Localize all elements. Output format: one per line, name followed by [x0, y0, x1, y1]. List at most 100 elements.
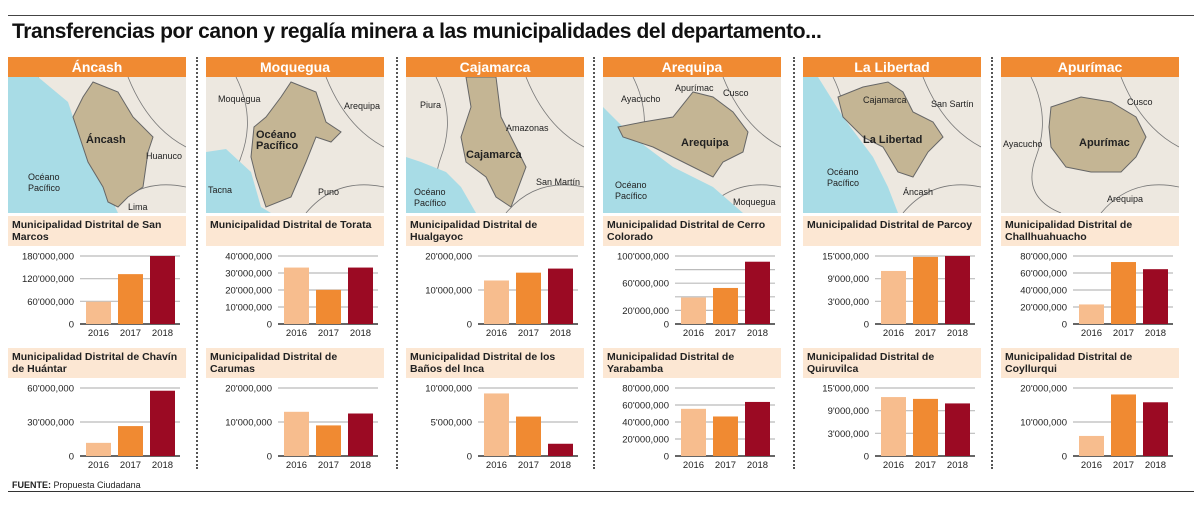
bar-chart: 80'000,000 60'000,000 40'000,000 20'000,000…: [603, 378, 781, 476]
bar-chart: 20'000,000 10'000,000 0 2016 2017 2018: [406, 246, 584, 344]
bar-2016: [681, 408, 706, 456]
y-tick-label: 20'000,000: [425, 252, 472, 263]
bar-chart: 20'000,000 10'000,000 0 2016 2017 2018: [1001, 378, 1179, 476]
chart-subtitle: Municipalidad Distrital de Parcoy: [803, 216, 981, 246]
chart-subtitle: Municipalidad Distrital de Coyllurqui: [1001, 348, 1179, 378]
bar-chart: 80'000,000 60'000,000 40'000,000 20'000,000…: [1001, 246, 1179, 344]
chart-svg: 15'000,000 9'000,000 3'000,000 0 2016 2017 201…: [822, 384, 975, 471]
bar-2018: [945, 256, 970, 324]
bar-2016: [881, 397, 906, 456]
column-separator: [396, 57, 398, 469]
map-label: Moquegua: [218, 94, 261, 104]
department-shape: [837, 81, 944, 178]
y-tick-label: 30'000,000: [27, 418, 74, 429]
chart-svg: 15'000,000 9'000,000 3'000,000 0 2016 2017 201…: [822, 252, 975, 339]
map-border: [722, 77, 781, 148]
y-tick-label: 9'000,000: [828, 274, 869, 285]
bar-2018: [348, 267, 373, 324]
department-map: Apurímac Cusco Ayacucho Arequipa: [1001, 77, 1179, 213]
map-label: Huanuco: [146, 151, 183, 161]
y-tick-label: 0: [1062, 452, 1067, 463]
x-tick-label: 2018: [550, 328, 571, 339]
y-tick-label: 9'000,000: [828, 406, 869, 417]
x-tick-label: 2016: [683, 328, 704, 339]
top-rule: [8, 15, 1194, 16]
bar-2018: [745, 261, 770, 324]
y-tick-label: 20'000,000: [225, 286, 272, 297]
chart-svg: 20'000,000 10'000,000 0 2016 2017 2018: [425, 252, 578, 339]
map-label: Arequipa: [681, 137, 729, 149]
map-label: Océano Pacífico: [615, 180, 648, 201]
chart-svg: 40'000,000 30'000,000 20'000,000 10'000,000…: [225, 252, 378, 339]
bar-2018: [548, 268, 573, 324]
map-graphic: [603, 77, 781, 213]
map-label: Tacna: [208, 185, 233, 195]
bar-2018: [1143, 402, 1168, 456]
bar-2017: [516, 416, 541, 456]
department-map: Moquegua Arequipa Puno Tacna Océano Pacífico: [206, 77, 384, 213]
x-tick-label: 2016: [883, 328, 904, 339]
bar-2017: [913, 398, 938, 456]
y-tick-label: 0: [864, 320, 869, 331]
bar-chart: 10'000,000 5'000,000 0 2016 2017 2018: [406, 378, 584, 476]
bar-2016: [1079, 304, 1104, 324]
bar-2016: [484, 280, 509, 324]
bar-2017: [516, 272, 541, 324]
source-text: Propuesta Ciudadana: [53, 480, 141, 490]
x-tick-label: 2016: [883, 460, 904, 471]
y-tick-label: 20'000,000: [1020, 384, 1067, 395]
y-tick-label: 0: [467, 452, 472, 463]
x-tick-label: 2017: [1113, 460, 1134, 471]
panel-4: La Libertad La Libertad Cajamarca San Sartí…: [803, 57, 981, 477]
x-tick-label: 2016: [486, 460, 507, 471]
x-tick-label: 2016: [286, 460, 307, 471]
x-tick-label: 2017: [915, 328, 936, 339]
chart-subtitle: Municipalidad Distrital de Challhuahuach…: [1001, 216, 1179, 246]
bar-chart: 100'000,000 60'000,000 20'000,000 0 2016 2017…: [603, 246, 781, 344]
x-tick-label: 2017: [715, 460, 736, 471]
panel-2: Cajamarca Cajamarca Piura Amazonas San Martí…: [406, 57, 584, 477]
y-tick-label: 60'000,000: [27, 297, 74, 308]
bar-2018: [548, 443, 573, 456]
y-tick-label: 0: [864, 452, 869, 463]
map-label: Amazonas: [506, 123, 549, 133]
map-border: [1120, 77, 1179, 148]
y-tick-label: 60'000,000: [622, 401, 669, 412]
map-border: [922, 77, 981, 148]
bar-2017: [118, 274, 143, 324]
bar-2018: [1143, 269, 1168, 324]
y-tick-label: 0: [664, 320, 669, 331]
map-label: Océano Pacífico: [827, 167, 860, 188]
map-border: [127, 77, 186, 148]
x-tick-label: 2016: [486, 328, 507, 339]
bottom-rule: [8, 491, 1194, 492]
map-border: [1100, 184, 1179, 213]
ocean-area: [206, 149, 271, 213]
bar-2016: [86, 442, 111, 456]
x-tick-label: 2017: [318, 460, 339, 471]
department-map: Áncash Huanuco Océano Pacífico Lima: [8, 77, 186, 213]
x-tick-label: 2017: [120, 460, 141, 471]
y-tick-label: 10'000,000: [1020, 418, 1067, 429]
y-tick-label: 3'000,000: [828, 429, 869, 440]
map-label: Piura: [420, 100, 442, 110]
y-tick-label: 40'000,000: [225, 252, 272, 263]
map-label: Áncash: [903, 187, 934, 197]
x-tick-label: 2018: [152, 460, 173, 471]
map-label: Lima: [128, 202, 148, 212]
y-tick-label: 20'000,000: [225, 384, 272, 395]
x-tick-label: 2018: [350, 460, 371, 471]
y-tick-label: 120'000,000: [22, 274, 74, 285]
department-header: Áncash: [8, 57, 186, 77]
bar-2017: [118, 426, 143, 456]
chart-subtitle: Municipalidad Distrital de los Baños del…: [406, 348, 584, 378]
map-graphic: [8, 77, 186, 213]
bar-chart: 15'000,000 9'000,000 3'000,000 0 2016 2017 201…: [803, 246, 981, 344]
map-graphic: [1030, 77, 1179, 213]
bar-2017: [316, 289, 341, 324]
map-label: Cusco: [723, 88, 749, 98]
x-tick-label: 2018: [550, 460, 571, 471]
bar-2018: [945, 403, 970, 456]
chart-svg: 60'000,000 30'000,000 0 2016 2017 2018: [27, 384, 180, 471]
y-tick-label: 100'000,000: [617, 252, 669, 263]
